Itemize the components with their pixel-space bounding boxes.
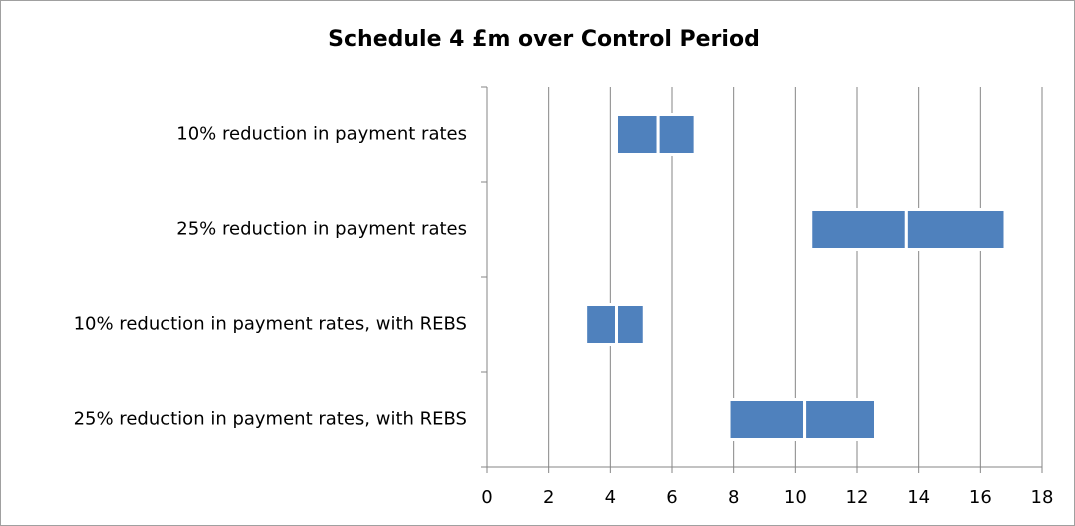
bar-segment	[904, 208, 1007, 251]
y-tick-label: 10% reduction in payment rates	[176, 124, 467, 145]
x-tick-label: 2	[543, 487, 554, 508]
bar-segment	[803, 398, 877, 441]
x-tick-label: 16	[969, 487, 992, 508]
x-tick-label: 14	[907, 487, 930, 508]
bar-segment	[615, 113, 660, 156]
y-tick-label: 25% reduction in payment rates, with REB…	[74, 409, 467, 430]
bar-segment	[809, 208, 908, 251]
y-tick-label: 25% reduction in payment rates	[176, 219, 467, 240]
bar-segment	[584, 303, 619, 346]
bar-segment	[656, 113, 697, 156]
bar-segment	[727, 398, 807, 441]
x-tick-label: 10	[784, 487, 807, 508]
x-tick-label: 0	[481, 487, 492, 508]
x-tick-label: 8	[728, 487, 739, 508]
chart-title: Schedule 4 £m over Control Period	[328, 27, 760, 52]
x-tick-label: 6	[666, 487, 677, 508]
x-tick-label: 18	[1031, 487, 1054, 508]
y-tick-label: 10% reduction in payment rates, with REB…	[74, 314, 467, 335]
bar-segment	[615, 303, 646, 346]
x-tick-label: 12	[846, 487, 869, 508]
x-tick-label: 4	[605, 487, 616, 508]
